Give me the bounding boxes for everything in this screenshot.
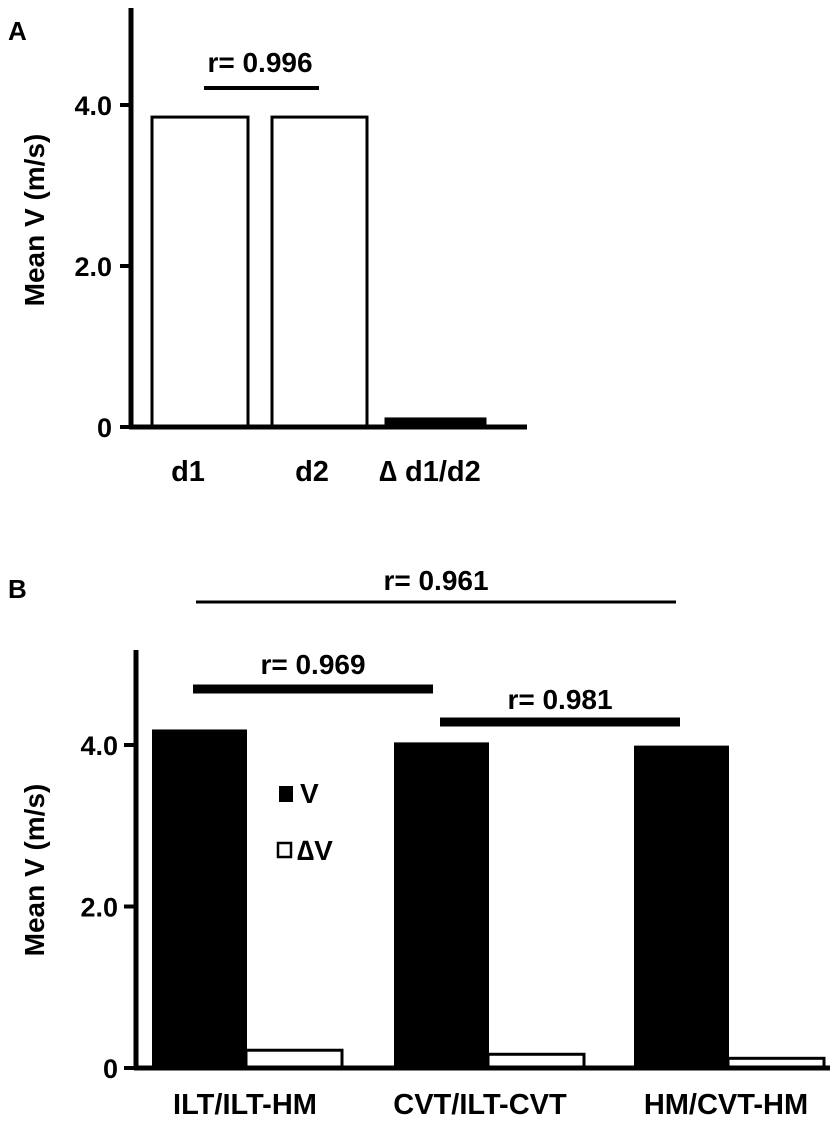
panel-a-bar bbox=[270, 115, 369, 428]
legend-dv-label: ∆V bbox=[297, 835, 333, 866]
panel-b-bar-dv bbox=[486, 1052, 586, 1069]
panel-b-bar-dv bbox=[244, 1048, 344, 1069]
legend-v-label: V bbox=[300, 778, 319, 809]
panel-a-bar bbox=[150, 115, 250, 428]
panel-b-y-axis-label: Mean V (m/s) bbox=[19, 784, 50, 957]
panel-b: B Mean V (m/s) 0 2.0 4.0 ILT/ILT-HM CVT/ILT… bbox=[8, 565, 830, 1121]
panel-b-x-tick-label: HM/CVT-HM bbox=[644, 1089, 808, 1121]
panel-b-bar-v bbox=[394, 742, 489, 1069]
panel-b-bar-dv bbox=[726, 1056, 826, 1069]
panel-b-y-tick-label: 2.0 bbox=[80, 893, 118, 923]
panel-b-bar-v bbox=[634, 745, 729, 1069]
legend: V ∆V bbox=[276, 778, 333, 866]
panel-a-correlation-label: r= 0.996 bbox=[207, 47, 312, 78]
panel-a-y-axis-label: Mean V (m/s) bbox=[19, 134, 50, 307]
panel-a-y-tick-label: 4.0 bbox=[74, 91, 112, 121]
panel-b-y-tick-label: 0 bbox=[103, 1054, 118, 1084]
legend-v-swatch bbox=[279, 786, 293, 802]
panel-a-x-tick-label: ∆ d1/d2 bbox=[379, 456, 481, 488]
panel-b-correlation-label: r= 0.969 bbox=[260, 649, 365, 680]
panel-b-x-tick-label: CVT/ILT-CVT bbox=[393, 1089, 567, 1121]
panel-a-bar bbox=[384, 417, 487, 428]
panel-b-correlation-label: r= 0.961 bbox=[383, 565, 488, 596]
panel-b-x-tick-label: ILT/ILT-HM bbox=[173, 1089, 317, 1121]
panel-a-y-tick-label: 0 bbox=[97, 413, 112, 443]
legend-dv-swatch bbox=[276, 841, 293, 859]
panel-b-correlation-label: r= 0.981 bbox=[507, 684, 612, 715]
panel-a-y-tick-label: 2.0 bbox=[74, 252, 112, 282]
panel-a-label: A bbox=[8, 16, 27, 46]
panel-b-y-tick-label: 4.0 bbox=[80, 731, 118, 761]
panel-a: A Mean V (m/s) 0 2.0 4.0 d1 d2 ∆ d1/d2 r= 0.… bbox=[8, 8, 527, 488]
panel-a-x-tick-label: d2 bbox=[295, 456, 329, 488]
panel-b-label: B bbox=[8, 574, 27, 604]
panel-a-x-tick-label: d1 bbox=[171, 456, 205, 488]
panel-b-bar-v bbox=[152, 729, 247, 1070]
